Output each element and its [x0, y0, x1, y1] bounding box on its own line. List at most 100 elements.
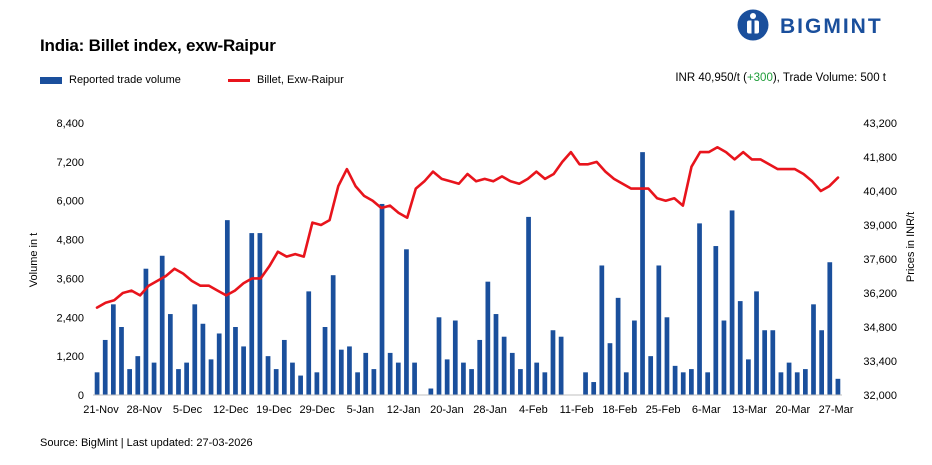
- chart-title: India: Billet index, exw-Raipur: [40, 36, 276, 55]
- volume-bar: [770, 330, 776, 395]
- volume-bar: [110, 304, 116, 395]
- volume-bar: [167, 314, 173, 395]
- volume-bar: [200, 323, 206, 395]
- price-line: [95, 146, 840, 309]
- volume-bar: [632, 320, 637, 395]
- volume-bar: [184, 362, 189, 395]
- volume-bar: [330, 275, 336, 395]
- volume-bar: [363, 352, 369, 395]
- x-tick-label: 28-Nov: [126, 404, 162, 416]
- volume-bar: [713, 246, 719, 395]
- x-tick-label: 20-Mar: [775, 404, 810, 416]
- volume-bar: [493, 314, 499, 395]
- x-tick-label: 11-Feb: [560, 404, 594, 416]
- volume-bar: [607, 343, 613, 395]
- volume-bar: [216, 333, 222, 395]
- volume-bar: [428, 388, 434, 395]
- volume-bar: [558, 336, 564, 395]
- volume-bar: [412, 362, 417, 395]
- volume-bar: [273, 369, 279, 395]
- y-right-tick-label: 43,200: [863, 118, 897, 130]
- volume-bar: [615, 297, 621, 395]
- y-right-tick-label: 32,000: [863, 390, 897, 402]
- y-left-tick-label: 7,200: [56, 157, 84, 169]
- x-tick-label: 4-Feb: [519, 404, 548, 416]
- y-left-tick-label: 8,400: [56, 118, 84, 130]
- source-note: Source: BigMint | Last updated: 27-03-20…: [40, 437, 253, 449]
- x-tick-label: 5-Dec: [173, 404, 203, 416]
- volume-bar: [583, 372, 588, 395]
- volume-bar: [550, 330, 556, 395]
- volume-bar: [461, 362, 466, 395]
- volume-bar: [526, 216, 531, 395]
- volume-bar: [102, 339, 108, 395]
- x-tick-label: 6-Mar: [692, 404, 721, 416]
- volume-bar: [127, 369, 132, 395]
- x-tick-label: 28-Jan: [473, 404, 507, 416]
- x-tick-label: 25-Feb: [646, 404, 681, 416]
- y-right-tick-label: 37,600: [863, 254, 897, 266]
- x-ticks: 21-Nov 28-Nov 5-Dec 12-Dec 19-Dec 29-Dec 5-Jan…: [83, 404, 853, 416]
- y-left-ticks: 0 1,200 2,400 3,600 4,800 6,000 7,200 8,400: [56, 118, 84, 402]
- volume-bar: [599, 265, 605, 395]
- volume-bar: [208, 359, 214, 395]
- volume-bar: [452, 320, 458, 395]
- volume-bar: [697, 223, 702, 395]
- volume-bar: [387, 352, 393, 395]
- volume-bar: [746, 359, 751, 395]
- volume-bar: [298, 375, 303, 395]
- x-tick-label: 18-Feb: [602, 404, 637, 416]
- x-tick-label: 27-Mar: [819, 404, 854, 416]
- volume-bar: [192, 304, 198, 395]
- volume-bar: [241, 346, 246, 395]
- volume-bar: [754, 291, 759, 395]
- y-axis-right-label: Prices in INR/t: [905, 212, 917, 282]
- volume-bar: [436, 317, 442, 395]
- volume-bars: [94, 152, 841, 395]
- y-left-tick-label: 4,800: [56, 235, 84, 247]
- volume-bar: [119, 327, 124, 395]
- volume-bar: [379, 203, 385, 395]
- price-info-prefix: INR 40,950/t (: [675, 72, 747, 84]
- volume-bar: [778, 372, 784, 395]
- bigmint-logo-icon: [737, 9, 769, 41]
- x-tick-label: 13-Mar: [732, 404, 767, 416]
- y-right-tick-label: 41,800: [863, 152, 897, 164]
- volume-bar: [672, 365, 678, 395]
- price-info: INR 40,950/t (+300), Trade Volume: 500 t: [675, 72, 886, 84]
- volume-bar: [281, 339, 287, 395]
- volume-bar: [656, 265, 662, 395]
- legend-label-price: Billet, Exw-Raipur: [257, 74, 344, 86]
- volume-bar: [477, 339, 483, 395]
- volume-bar: [721, 320, 727, 395]
- volume-bar: [591, 382, 597, 395]
- volume-bar: [371, 369, 377, 395]
- volume-bar: [265, 356, 271, 395]
- legend-swatch-line: [228, 78, 250, 82]
- price-info-suffix: ), Trade Volume: 500 t: [772, 72, 886, 84]
- x-tick-label: 12-Jan: [387, 404, 421, 416]
- y-left-tick-label: 0: [78, 390, 84, 402]
- volume-bar: [355, 372, 360, 395]
- volume-bar: [729, 210, 735, 395]
- volume-bar: [737, 301, 743, 395]
- volume-bar: [623, 372, 629, 395]
- volume-bar: [534, 362, 540, 395]
- volume-bar: [762, 330, 768, 395]
- x-tick-label: 21-Nov: [83, 404, 119, 416]
- volume-bar: [811, 304, 816, 395]
- y-right-tick-label: 39,000: [863, 220, 897, 232]
- x-tick-label: 5-Jan: [347, 404, 375, 416]
- y-right-tick-label: 40,400: [863, 186, 897, 198]
- volume-bar: [347, 346, 352, 395]
- y-axis-left-label: Volume in t: [28, 233, 40, 287]
- x-tick-label: 29-Dec: [299, 404, 335, 416]
- x-tick-label: 19-Dec: [256, 404, 292, 416]
- brand-name: BIGMINT: [780, 15, 883, 38]
- volume-bar: [94, 372, 100, 395]
- volume-bar: [501, 336, 507, 395]
- y-right-ticks: 32,000 33,400 34,800 36,200 37,600 39,000 40,4…: [863, 118, 897, 402]
- y-left-tick-label: 2,400: [56, 312, 84, 324]
- volume-bar: [664, 317, 670, 395]
